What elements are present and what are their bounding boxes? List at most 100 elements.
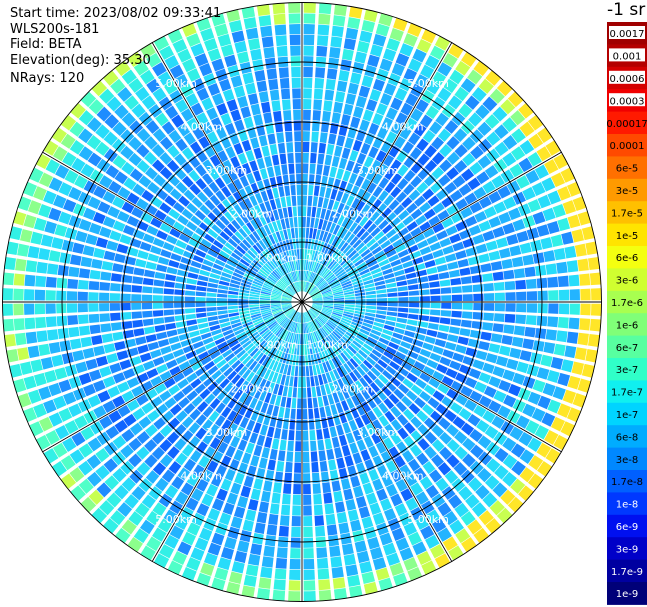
beta-cell <box>439 279 451 287</box>
beta-cell <box>105 164 120 179</box>
beta-cell <box>227 223 238 234</box>
beta-cell <box>136 394 149 406</box>
beta-cell <box>169 525 184 540</box>
beta-cell <box>264 156 273 168</box>
beta-cell <box>401 395 413 408</box>
beta-cell <box>400 488 414 502</box>
beta-cell <box>344 137 354 149</box>
beta-cell <box>378 219 389 230</box>
beta-cell <box>382 542 397 556</box>
beta-cell <box>192 254 204 264</box>
beta-cell <box>327 393 335 405</box>
beta-cell <box>302 259 304 270</box>
beta-cell <box>168 384 181 396</box>
beta-cell <box>536 277 548 289</box>
beta-cell <box>230 516 243 529</box>
beta-cell <box>313 88 324 100</box>
beta-cell <box>392 332 404 340</box>
beta-cell <box>238 188 248 200</box>
beta-cell <box>322 294 333 298</box>
beta-cell <box>302 441 309 452</box>
beta-cell <box>186 390 198 402</box>
beta-cell <box>267 459 276 471</box>
beta-cell <box>488 250 501 261</box>
beta-cell <box>221 246 233 255</box>
beta-cell <box>336 457 346 469</box>
beta-cell <box>449 360 462 371</box>
beta-cell <box>290 537 301 548</box>
beta-cell <box>207 346 219 355</box>
beta-cell <box>295 355 299 366</box>
beta-cell <box>332 15 346 27</box>
beta-cell <box>396 441 408 454</box>
colorbar-tick-label: 3e-5 <box>616 186 639 197</box>
beta-cell <box>171 476 185 490</box>
beta-cell <box>329 279 339 286</box>
beta-cell <box>446 439 460 453</box>
beta-cell <box>136 144 150 158</box>
beta-cell <box>350 519 362 532</box>
beta-cell <box>376 298 388 302</box>
beta-cell <box>390 419 403 431</box>
beta-cell <box>241 318 252 325</box>
beta-cell <box>167 446 180 459</box>
beta-cell <box>132 276 144 285</box>
beta-cell <box>368 122 380 136</box>
beta-cell <box>73 203 87 217</box>
beta-cell <box>313 99 323 111</box>
beta-cell <box>300 270 302 281</box>
beta-cell <box>363 436 374 448</box>
beta-cell <box>302 174 308 185</box>
beta-cell <box>45 429 60 445</box>
beta-cell <box>133 267 145 276</box>
beta-cell <box>214 337 226 345</box>
beta-cell <box>261 287 272 292</box>
beta-cell <box>556 330 568 343</box>
beta-cell <box>311 343 316 354</box>
beta-cell <box>313 331 319 342</box>
beta-cell <box>294 141 302 153</box>
beta-cell <box>230 279 241 285</box>
beta-cell <box>282 305 293 311</box>
beta-cell <box>121 477 137 492</box>
beta-cell <box>364 526 377 540</box>
beta-cell <box>334 302 345 304</box>
beta-cell <box>359 119 370 132</box>
beta-cell <box>203 376 214 388</box>
beta-cell <box>321 289 332 295</box>
beta-cell <box>510 110 526 126</box>
beta-cell <box>279 515 290 527</box>
beta-cell <box>196 17 211 32</box>
beta-cell <box>267 321 277 329</box>
beta-cell <box>175 99 189 113</box>
beta-cell <box>525 315 537 326</box>
beta-cell <box>429 45 445 60</box>
beta-cell <box>297 333 301 345</box>
beta-cell <box>232 272 244 279</box>
beta-cell <box>177 541 192 556</box>
beta-cell <box>352 530 365 543</box>
beta-cell <box>252 317 263 324</box>
beta-cell <box>196 503 210 517</box>
beta-cell <box>378 374 389 385</box>
beta-cell <box>287 332 292 343</box>
beta-cell <box>330 262 340 272</box>
beta-cell <box>335 190 344 202</box>
beta-cell <box>333 295 344 299</box>
beta-cell <box>282 293 293 299</box>
beta-cell <box>472 234 485 245</box>
beta-cell <box>360 325 372 332</box>
beta-cell <box>146 510 161 526</box>
beta-cell <box>346 207 355 219</box>
beta-cell <box>310 288 319 296</box>
beta-cell <box>406 319 418 326</box>
beta-cell <box>263 224 272 235</box>
beta-cell <box>362 252 374 261</box>
beta-cell <box>60 455 76 471</box>
beta-cell <box>250 311 261 316</box>
beta-cell <box>406 372 418 383</box>
beta-cell <box>27 389 42 404</box>
beta-cell <box>214 415 226 427</box>
beta-cell <box>72 242 85 254</box>
beta-cell <box>191 78 205 92</box>
